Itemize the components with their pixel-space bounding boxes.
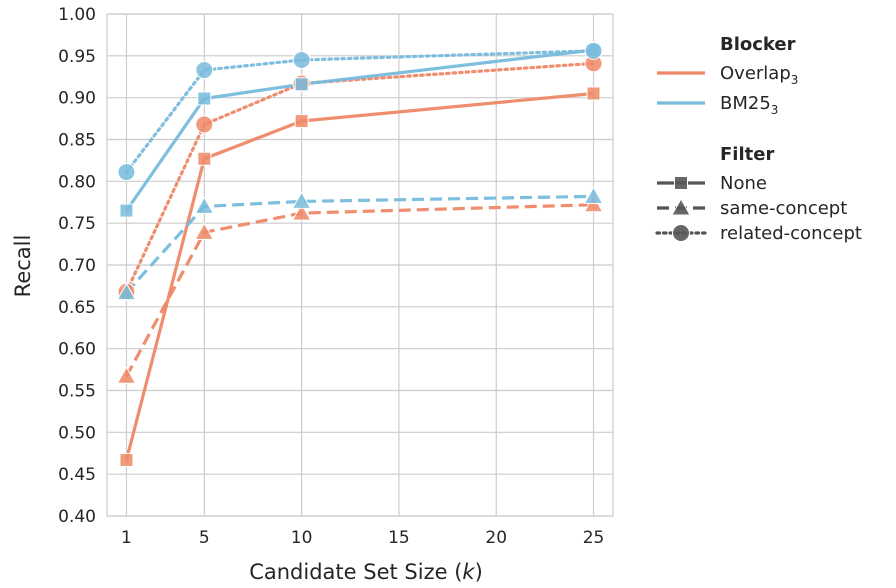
x-tick-label: 25 [583,528,605,548]
data-point-bm253-related-concept [292,51,311,70]
data-point-overlap3-same-concept [291,203,312,221]
grid-lines [106,13,614,517]
y-tick-label: 0.60 [58,340,96,360]
legend-label-overlap3: Overlap3 [720,63,798,87]
y-tick-label: 0.90 [58,89,96,109]
data-point-overlap3-none [294,114,309,129]
x-tick-label: 10 [291,528,313,548]
legend-label-bm253: BM253 [720,93,778,117]
data-point-bm253-related-concept [195,61,214,80]
data-point-bm253-none [197,91,212,106]
data-point-bm253-same-concept [583,186,604,204]
data-point-bm253-related-concept [584,41,603,60]
data-point-bm253-same-concept [116,282,137,301]
y-axis-label: Recall [11,235,35,298]
legend-label-same-concept: same-concept [720,198,847,219]
y-tick-label: 0.65 [58,298,96,318]
y-tick-label: 0.95 [58,47,96,67]
series-line-overlap3-same-concept [125,203,594,378]
legend: Blocker Overlap3 BM253 Filter None same-conce… [655,34,862,244]
x-tick-label: 20 [485,528,507,548]
series-line-bm253-related-concept [124,49,596,174]
data-point-bm253-same-concept [194,196,215,214]
x-tick-label: 15 [388,528,410,548]
y-tick-label: 0.80 [58,172,96,192]
series-lines [124,48,596,461]
legend-label-related-concept: related-concept [720,223,862,244]
data-point-overlap3-related-concept [195,115,214,134]
y-tick-label: 1.00 [58,5,96,25]
y-tick-label: 0.50 [58,423,96,443]
data-point-overlap3-none [119,452,134,467]
x-tick-label: 5 [199,528,210,548]
legend-title-blocker: Blocker [720,34,796,55]
data-point-overlap3-none [197,151,212,166]
y-tick-label: 0.55 [58,382,96,402]
data-point-bm253-none [119,203,134,218]
data-point-overlap3-same-concept [194,222,215,240]
x-axis-ticks: 1 5 10 15 20 25 [121,528,604,548]
data-point-bm253-same-concept [291,191,312,209]
series-line-bm253-none [125,48,594,212]
data-point-overlap3-none [586,86,601,101]
x-axis-label: Candidate Set Size (k) [249,560,483,584]
y-tick-label: 0.75 [58,214,96,234]
legend-marker-none [674,176,688,190]
legend-title-filter: Filter [720,144,774,165]
legend-marker-same-concept [671,197,691,216]
data-point-overlap3-same-concept [116,366,137,384]
legend-label-none: None [720,173,767,194]
data-point-bm253-none [294,77,309,92]
y-tick-label: 0.85 [58,131,96,151]
legend-marker-related-concept [672,224,690,242]
series-line-overlap3-none [124,91,594,461]
y-tick-label: 0.45 [58,465,96,485]
x-tick-label: 1 [121,528,132,548]
data-point-bm253-related-concept [117,163,136,182]
y-tick-label: 0.70 [58,256,96,276]
series-line-overlap3-related-concept [124,61,596,294]
y-tick-label: 0.40 [58,507,96,527]
series-line-bm253-same-concept [125,194,594,294]
y-axis-ticks: 0.40 0.45 0.50 0.55 0.60 0.65 0.70 0.75 0.80 0.85… [58,5,96,527]
series-markers [116,41,604,467]
